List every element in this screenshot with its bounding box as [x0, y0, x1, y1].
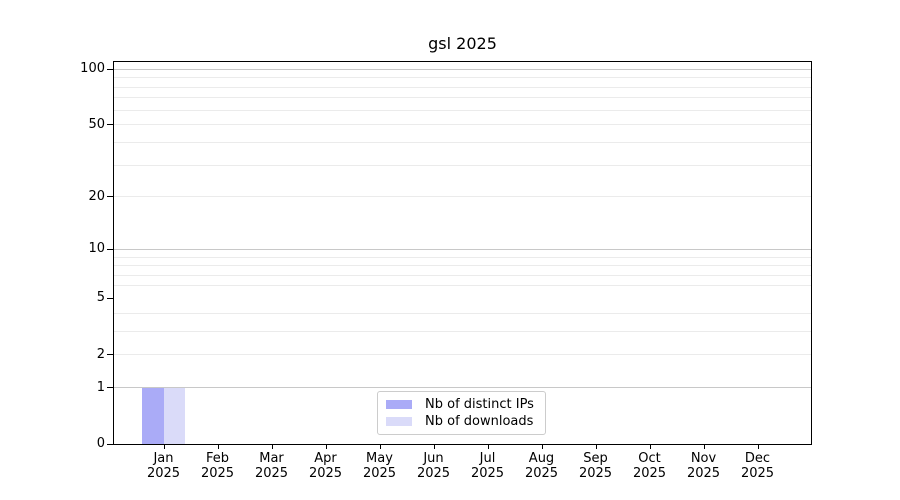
minor-gridline: [114, 354, 811, 356]
minor-gridline: [114, 164, 811, 166]
legend-swatch-distinct-ips-icon: [386, 400, 412, 409]
x-tick-label: Aug 2025: [524, 451, 559, 481]
x-tick-label: Jun 2025: [416, 451, 451, 481]
minor-gridline: [114, 97, 811, 99]
minor-gridline: [114, 330, 811, 332]
x-tick-mark: [541, 445, 543, 449]
y-tick-label: 50: [88, 116, 105, 132]
x-tick-mark: [217, 445, 219, 449]
x-tick-label: May 2025: [362, 451, 397, 481]
x-tick-label: Sep 2025: [578, 451, 613, 481]
x-tick-mark: [325, 445, 327, 449]
minor-gridline: [114, 109, 811, 111]
x-tick-label: Feb 2025: [200, 451, 235, 481]
y-tick-label: 5: [96, 290, 105, 306]
bar-nb-of-downloads-jan-2025: [163, 387, 185, 444]
x-tick-mark: [487, 445, 489, 449]
minor-gridline: [114, 274, 811, 276]
x-tick-label: Jul 2025: [470, 451, 505, 481]
x-tick-label: Dec 2025: [740, 451, 775, 481]
major-gridline: [114, 68, 811, 70]
minor-gridline: [114, 124, 811, 126]
x-tick-mark: [649, 445, 651, 449]
y-tick-mark: [107, 248, 114, 250]
y-tick-mark: [107, 443, 114, 445]
x-tick-mark: [271, 445, 273, 449]
x-tick-label: Jan 2025: [146, 451, 181, 481]
minor-gridline: [114, 265, 811, 267]
legend-label-downloads: Nb of downloads: [425, 414, 534, 429]
x-tick-label: Nov 2025: [686, 451, 721, 481]
y-tick-label: 0: [96, 436, 105, 451]
plot-area: [113, 61, 812, 445]
y-tick-mark: [107, 196, 114, 198]
minor-gridline: [114, 285, 811, 287]
x-tick-mark: [595, 445, 597, 449]
minor-gridline: [114, 86, 811, 88]
y-tick-mark: [107, 387, 114, 389]
x-tick-mark: [757, 445, 759, 449]
y-tick-label: 1: [96, 379, 105, 395]
y-tick-label: 2: [96, 346, 105, 362]
legend-item-distinct-ips: Nb of distinct IPs: [386, 397, 536, 412]
legend-swatch-downloads-icon: [386, 417, 412, 426]
x-tick-mark: [433, 445, 435, 449]
minor-gridline: [114, 77, 811, 79]
legend-label-distinct-ips: Nb of distinct IPs: [425, 397, 534, 412]
x-tick-mark: [379, 445, 381, 449]
y-tick-mark: [107, 297, 114, 299]
y-tick-mark: [107, 354, 114, 356]
minor-gridline: [114, 256, 811, 258]
major-gridline: [114, 387, 811, 389]
y-tick-label: 100: [80, 61, 105, 77]
legend: Nb of distinct IPs Nb of downloads: [377, 391, 546, 435]
chart-title: gsl 2025: [428, 34, 497, 53]
major-gridline: [114, 248, 811, 250]
x-tick-label: Mar 2025: [254, 451, 289, 481]
minor-gridline: [114, 312, 811, 314]
minor-gridline: [114, 196, 811, 198]
legend-item-downloads: Nb of downloads: [386, 414, 536, 429]
y-tick-label: 10: [88, 241, 105, 257]
y-tick-mark: [107, 124, 114, 126]
bar-layer: [114, 62, 811, 444]
bar-nb-of-distinct-ips-jan-2025: [142, 387, 164, 444]
x-tick-mark: [703, 445, 705, 449]
y-tick-label: 20: [88, 188, 105, 204]
x-tick-mark: [163, 445, 165, 449]
x-tick-label: Oct 2025: [632, 451, 667, 481]
x-tick-label: Apr 2025: [308, 451, 343, 481]
minor-gridline: [114, 141, 811, 143]
grid-layer: [114, 62, 811, 444]
y-tick-mark: [107, 68, 114, 70]
